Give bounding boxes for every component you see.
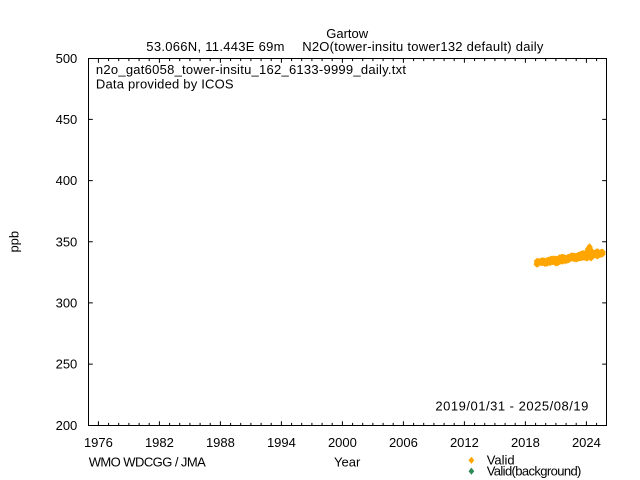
svg-text:53.066N, 11.443E 69m: 53.066N, 11.443E 69m (146, 39, 284, 54)
svg-text:350: 350 (56, 234, 78, 249)
svg-text:1976: 1976 (84, 435, 113, 450)
svg-text:2000: 2000 (328, 435, 357, 450)
svg-text:WMO WDCGG / JMA: WMO WDCGG / JMA (89, 455, 206, 470)
svg-text:500: 500 (56, 51, 78, 66)
svg-text:450: 450 (56, 112, 78, 127)
svg-text:n2o_gat6058_tower-insitu_162_6: n2o_gat6058_tower-insitu_162_6133-9999_d… (96, 62, 406, 77)
svg-text:Year: Year (334, 455, 361, 470)
svg-text:1994: 1994 (267, 435, 296, 450)
svg-text:Valid(background): Valid(background) (487, 464, 582, 479)
svg-text:2012: 2012 (450, 435, 479, 450)
svg-text:1982: 1982 (145, 435, 174, 450)
svg-text:Gartow: Gartow (326, 26, 369, 41)
svg-text:400: 400 (56, 173, 78, 188)
svg-text:1988: 1988 (206, 435, 235, 450)
svg-text:200: 200 (56, 418, 78, 433)
svg-text:Valid: Valid (487, 452, 515, 467)
svg-text:2024: 2024 (572, 435, 601, 450)
svg-text:2006: 2006 (389, 435, 418, 450)
svg-text:2019/01/31 - 2025/08/19: 2019/01/31 - 2025/08/19 (435, 399, 588, 414)
svg-text:Data provided by ICOS: Data provided by ICOS (96, 76, 234, 91)
svg-text:2018: 2018 (511, 435, 540, 450)
svg-text:300: 300 (56, 296, 78, 311)
svg-text:ppb: ppb (7, 231, 22, 253)
svg-text:N2O(tower-insitu tower132 defa: N2O(tower-insitu tower132 default) daily (302, 39, 544, 54)
svg-text:250: 250 (56, 357, 78, 372)
